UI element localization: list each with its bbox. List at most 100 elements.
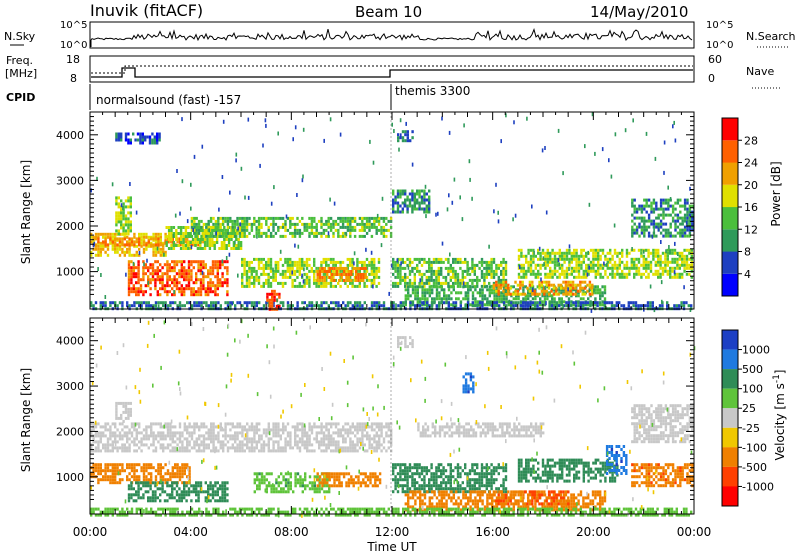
heatmap-cell xyxy=(529,285,532,289)
heatmap-cell xyxy=(313,281,316,285)
heatmap-cell xyxy=(432,269,436,273)
heatmap-cell xyxy=(97,240,100,244)
heatmap-cell xyxy=(456,278,460,282)
heatmap-cell xyxy=(178,281,181,285)
heatmap-cell xyxy=(363,222,366,226)
heatmap-cell xyxy=(92,422,95,426)
heatmap-cell xyxy=(327,431,330,435)
heatmap-cell xyxy=(269,281,273,285)
heatmap-cell xyxy=(156,138,159,142)
heatmap-cell xyxy=(349,228,352,232)
heatmap-cell xyxy=(90,422,93,426)
heatmap-cell xyxy=(282,449,285,453)
heatmap-cell xyxy=(150,304,153,308)
heatmap-cell xyxy=(161,275,164,279)
heatmap-cell xyxy=(662,198,665,202)
heatmap-cell xyxy=(352,267,355,270)
heatmap-cell xyxy=(398,147,400,152)
heatmap-cell xyxy=(190,225,194,229)
heatmap-cell xyxy=(333,201,336,206)
heatmap-cell xyxy=(544,260,547,264)
heatmap-cell xyxy=(231,228,234,232)
heatmap-cell xyxy=(286,266,289,270)
heatmap-cell xyxy=(361,434,364,438)
heatmap-cell xyxy=(418,269,421,273)
colorbar-tick-label: 24 xyxy=(744,157,758,170)
heatmap-cell xyxy=(421,301,424,305)
heatmap-cell xyxy=(248,440,251,444)
heatmap-cell xyxy=(358,428,362,432)
heatmap-cell xyxy=(313,257,316,261)
heatmap-cell xyxy=(647,219,651,223)
heatmap-cell xyxy=(425,278,428,282)
heatmap-cell xyxy=(145,428,148,432)
heatmap-cell xyxy=(377,228,381,232)
heatmap-cell xyxy=(533,289,536,293)
heatmap-cell xyxy=(294,431,297,435)
heatmap-cell xyxy=(152,250,155,254)
heatmap-cell xyxy=(392,201,395,205)
heatmap-cell xyxy=(643,216,646,220)
heatmap-cell xyxy=(116,428,119,432)
heatmap-cell xyxy=(257,234,261,238)
heatmap-cell xyxy=(414,288,417,292)
heatmap-cell xyxy=(124,229,128,233)
heatmap-cell xyxy=(115,211,118,215)
heatmap-cell xyxy=(96,176,98,181)
heatmap-cell xyxy=(580,254,583,258)
heatmap-cell xyxy=(167,235,171,238)
heatmap-cell xyxy=(579,304,582,308)
heatmap-cell xyxy=(266,292,269,296)
heatmap-cell xyxy=(253,216,256,220)
heatmap-cell xyxy=(688,257,691,261)
heatmap-cell xyxy=(211,238,214,241)
heatmap-cell xyxy=(504,266,508,270)
heatmap-cell xyxy=(562,171,564,176)
heatmap-cell xyxy=(168,284,171,288)
heatmap-cell xyxy=(340,273,343,276)
heatmap-cell xyxy=(647,266,650,270)
heatmap-cell xyxy=(418,189,421,193)
heatmap-cell xyxy=(635,207,639,211)
heatmap-cell xyxy=(186,449,189,453)
heatmap-cell xyxy=(419,278,421,283)
heatmap-cell xyxy=(245,225,249,229)
heatmap-cell xyxy=(370,428,374,432)
heatmap-cell xyxy=(221,281,224,285)
heatmap-cell xyxy=(192,287,195,291)
heatmap-cell xyxy=(500,294,503,298)
heatmap-cell xyxy=(625,251,629,255)
heatmap-cell xyxy=(214,425,218,429)
heatmap-cell xyxy=(166,422,170,426)
heatmap-cell xyxy=(394,210,397,214)
heatmap-cell xyxy=(163,284,167,288)
heatmap-cell xyxy=(111,235,114,239)
heatmap-cell xyxy=(129,141,132,145)
heatmap-cell xyxy=(408,263,412,267)
heatmap-cell xyxy=(128,237,131,241)
heatmap-cell xyxy=(686,225,689,229)
heatmap-cell xyxy=(195,301,198,305)
heatmap-cell xyxy=(480,272,484,276)
colorbar-swatch xyxy=(722,207,738,230)
heatmap-cell xyxy=(349,219,352,223)
station-title: Inuvik (fitACF) xyxy=(90,1,203,20)
heatmap-cell xyxy=(500,297,503,301)
heatmap-cell xyxy=(365,269,369,273)
heatmap-cell xyxy=(90,235,93,239)
heatmap-cell xyxy=(577,275,581,279)
heatmap-cell xyxy=(188,449,191,453)
heatmap-cell xyxy=(688,251,691,255)
heatmap-cell xyxy=(282,301,285,305)
heatmap-cell xyxy=(420,263,424,267)
heatmap-cell xyxy=(652,248,655,252)
heatmap-cell xyxy=(237,241,240,244)
heatmap-cell xyxy=(571,283,575,287)
heatmap-cell xyxy=(296,275,299,279)
heatmap-cell xyxy=(308,275,311,279)
heatmap-cell xyxy=(652,251,655,255)
heatmap-cell xyxy=(635,210,639,214)
heatmap-cell xyxy=(104,232,107,236)
heatmap-cell xyxy=(671,257,674,261)
heatmap-cell xyxy=(370,446,374,450)
